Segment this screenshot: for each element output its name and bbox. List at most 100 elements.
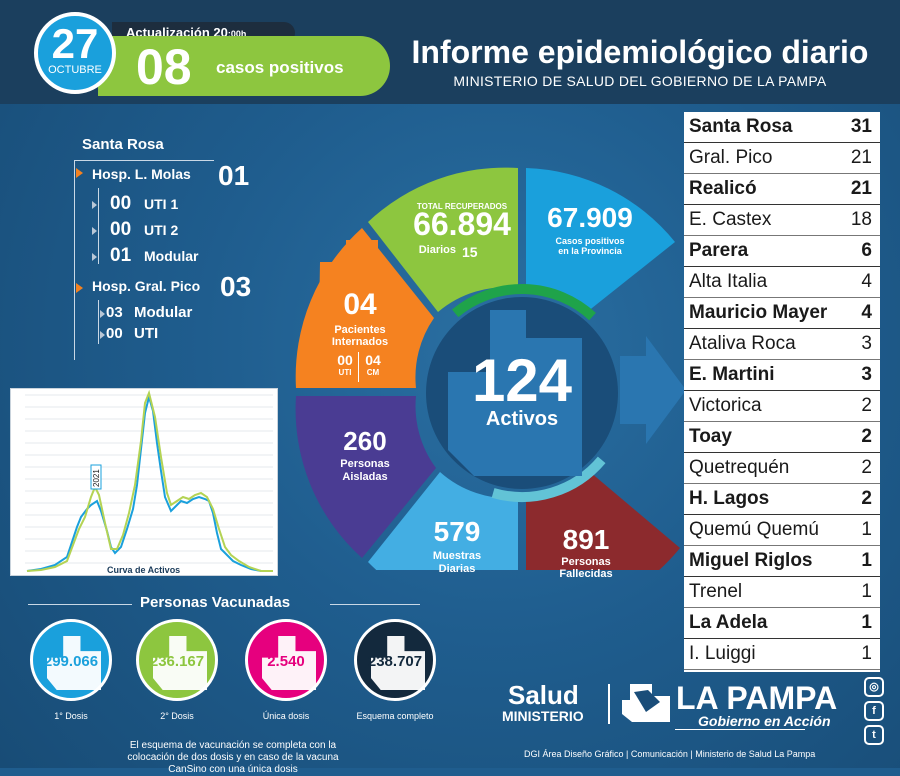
interned-label-1: Pacientes [334,324,386,336]
ministerio-text: MINISTERIO [502,708,584,724]
arrow-icon [92,201,97,209]
chart-label: Curva de Activos [107,565,180,575]
table-row: Parera 6 [684,236,880,267]
divider [675,729,805,730]
active-label: Activos [485,408,559,430]
divider [330,604,420,605]
table-row: Quetrequén 2 [684,453,880,484]
date-month: OCTUBRE [48,64,102,76]
locality-value: 21 [850,178,872,199]
page-subtitle: MINISTERIO DE SALUD DEL GOBIERNO DE LA P… [453,73,827,89]
chart-callout: 2021 [92,469,101,487]
locality-name: I. Luiggi [689,643,756,664]
positives-value: 67.909 [547,202,633,233]
tree-line [74,160,75,360]
vaccine-value: 299.066 [43,653,99,670]
table-row: H. Lagos 2 [684,484,880,515]
vaccine-label: Única dosis [262,711,310,721]
samples-value: 579 [433,516,481,547]
table-row: Gral. Pico 21 [684,143,880,174]
locality-value: 18 [850,209,872,230]
twitter-icon[interactable]: t [864,725,884,745]
locality-value: 2 [861,395,872,416]
vaccination-title: Personas Vacunadas [140,594,291,611]
locality-value: 21 [850,147,872,168]
locality-value: 31 [850,116,872,137]
facebook-icon[interactable]: f [864,701,884,721]
locality-value: 1 [861,550,872,571]
divider [28,604,132,605]
locality-value: 2 [861,457,872,478]
locality-name: H. Lagos [689,488,770,509]
uti-divider [358,352,359,382]
pico-uti-label: UTI [134,325,159,342]
cases-number: 08 [136,39,192,95]
tree-line [98,300,99,344]
vaccine-value: 2.540 [267,653,305,670]
locality-value: 1 [861,519,872,540]
molas-modular-value: 01 [110,245,132,266]
pico-uti-value: 00 [106,325,123,342]
locality-value: 6 [861,240,872,261]
locality-name: Parera [689,240,749,261]
arrow-icon [100,310,105,318]
molas-uti1-label: UTI 1 [144,196,179,212]
pico-modular-label: Modular [134,304,193,321]
arrow-icon [100,331,105,339]
instagram-icon[interactable]: ◎ [864,677,884,697]
locality-name: Alta Italia [689,271,768,292]
molas-label: Hosp. L. Molas [92,166,191,182]
cm-label: CM [366,368,380,377]
chart-svg: 2021 Curva de Activos [25,389,273,575]
table-row: Trenel 1 [684,577,880,608]
table-row: Ataliva Roca 3 [684,329,880,360]
chart-gridlines [25,394,273,564]
locality-name: Victorica [689,395,762,416]
locality-name: Miguel Riglos [689,550,813,571]
recovered-label: TOTAL RECUPERADOS [416,202,508,211]
update-time: :00h [227,29,247,39]
chart-line-blue [26,393,273,572]
uti-value: 00 [337,352,353,368]
locality-name: E. Martini [689,364,775,385]
arrow-icon [76,283,83,293]
locality-value: 3 [861,333,872,354]
gobierno-text: Gobierno en Acción [698,713,831,729]
cm-value: 04 [365,352,381,368]
locality-name: Toay [689,426,732,447]
vaccine-label: 1° Dosis [54,711,88,721]
chart-callout-box [90,464,102,490]
locality-value: 2 [861,488,872,509]
page-title: Informe epidemiológico diario [411,34,869,70]
isolated-label-2: Aisladas [342,471,388,483]
tree-line [98,188,99,264]
cases-pill: 08 casos positivos [98,36,390,96]
locality-value: 4 [861,302,872,323]
arrow-icon [76,168,83,178]
vaccine-circle: 2.540 [245,619,327,701]
locality-name: Realicó [689,178,757,199]
recovered-segment [368,167,518,312]
wheel-svg [295,167,686,623]
la-pampa-text: LA PAMPA [676,680,838,716]
molas-uti2-value: 00 [110,219,132,240]
uti-label: UTI [338,368,352,377]
localities-table: Santa Rosa 31 Gral. Pico 21 Realicó 21 E. Cast… [684,112,880,672]
molas-uti2-label: UTI 2 [144,222,179,238]
daily-label: Diarios [418,244,456,256]
daily-value: 15 [462,244,478,260]
right-arrow [620,336,686,444]
deaths-label-1: Personas [561,556,611,568]
locality-name: E. Castex [689,209,772,230]
table-row: E. Castex 18 [684,205,880,236]
molas-value: 01 [218,160,250,191]
vaccine-value: 238.707 [367,653,423,670]
vaccine-value: 236.167 [149,653,205,670]
divider [74,160,214,161]
locality-value: 1 [861,612,872,633]
locality-value: 3 [861,364,872,385]
vaccine-circle: 299.066 [30,619,112,701]
table-row: Toay 2 [684,422,880,453]
recovered-value: 66.894 [413,206,511,242]
locality-name: Trenel [689,581,743,602]
